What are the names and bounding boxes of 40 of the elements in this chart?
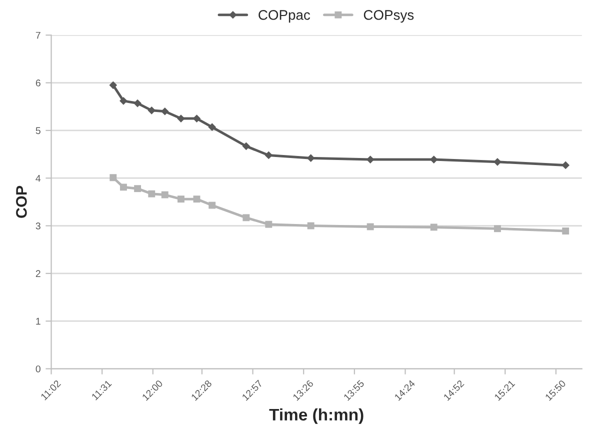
point xyxy=(264,151,273,160)
point xyxy=(562,161,570,170)
y-tick-label: 2 xyxy=(36,270,40,277)
y-tick-label: 6 xyxy=(36,80,40,86)
y-tick-label: 3 xyxy=(36,222,40,230)
point xyxy=(192,114,201,122)
x-axis-title: Time (h:mn) xyxy=(269,408,364,424)
point xyxy=(177,114,185,122)
y-tick-label: 7 xyxy=(36,32,40,39)
point xyxy=(307,222,314,230)
y-tick-label: 5 xyxy=(36,127,40,134)
y-tick-label: 4 xyxy=(36,174,41,182)
point xyxy=(242,214,250,222)
y-tick-label: 0 xyxy=(36,365,40,372)
y-tick-label: 1 xyxy=(36,318,40,325)
point xyxy=(134,99,142,108)
point xyxy=(120,184,127,191)
point xyxy=(265,220,272,228)
point xyxy=(148,106,156,114)
point xyxy=(110,174,117,182)
point xyxy=(494,225,501,232)
point xyxy=(562,228,570,234)
y-axis-title: COP xyxy=(16,186,27,218)
point xyxy=(208,123,216,132)
point xyxy=(120,96,128,105)
point xyxy=(160,107,169,116)
point xyxy=(306,154,315,162)
legend-label: COPsys xyxy=(364,10,414,23)
legend-label: COPpac xyxy=(258,10,310,23)
point xyxy=(494,158,502,166)
point xyxy=(208,202,216,209)
point xyxy=(242,142,250,150)
point xyxy=(366,223,374,230)
point xyxy=(430,224,438,231)
point xyxy=(193,196,200,203)
point xyxy=(109,81,118,90)
point xyxy=(161,191,168,198)
point xyxy=(148,190,156,198)
point xyxy=(178,196,184,203)
point xyxy=(134,185,142,192)
